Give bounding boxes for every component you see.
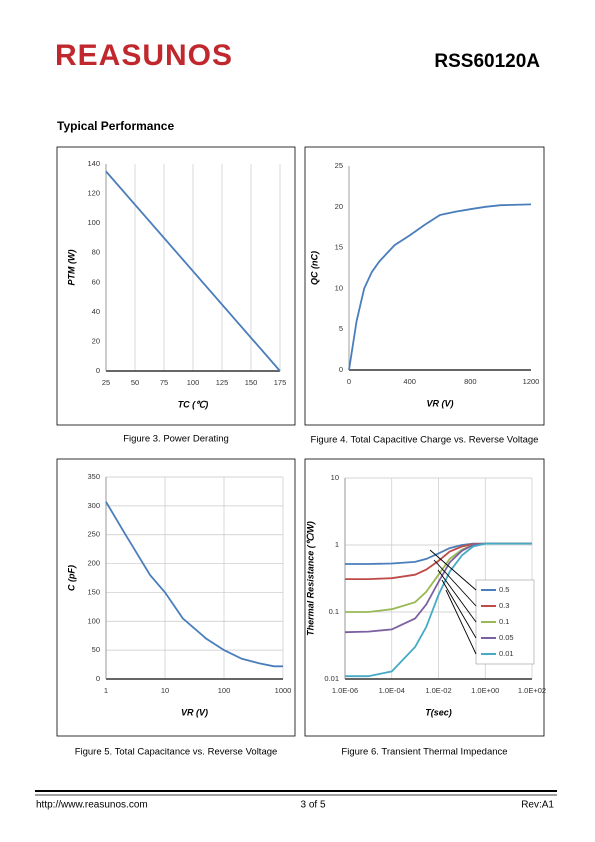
footer-page: 3 of 5	[300, 800, 325, 811]
x-tick-label: 1.0E-06	[332, 686, 358, 695]
pointer-line	[429, 549, 477, 591]
x-tick-label: 0	[347, 377, 351, 386]
y-tick-label: 0	[96, 674, 100, 683]
legend-label: 0.5	[499, 585, 509, 594]
y-tick-label: 150	[87, 587, 100, 596]
y-tick-label: 250	[87, 530, 100, 539]
y-axis-label: Thermal Resistance (℃/W)	[305, 521, 315, 636]
y-tick-label: 5	[339, 324, 343, 333]
data-line	[105, 501, 283, 668]
footer-url: http://www.reasunos.com	[36, 800, 148, 811]
x-tick-label: 175	[274, 378, 287, 387]
y-tick-label: 0	[339, 365, 343, 374]
x-tick-label: 50	[131, 378, 139, 387]
y-tick-label: 60	[92, 277, 100, 286]
x-tick-label: 25	[102, 378, 110, 387]
y-axis-label: QC (nC)	[309, 251, 319, 285]
y-tick-label: 350	[87, 472, 100, 481]
legend-label: 0.1	[499, 617, 509, 626]
y-tick-label: 50	[92, 645, 100, 654]
footer-rev: Rev:A1	[521, 800, 554, 811]
pointer-line	[445, 589, 477, 655]
chart-frame	[304, 146, 545, 426]
figure-caption: Figure 3. Power Derating	[123, 434, 229, 445]
x-tick-label: 1200	[523, 377, 540, 386]
part-number: RSS60120A	[434, 51, 540, 72]
y-tick-label: 10	[331, 473, 339, 482]
x-tick-label: 10	[161, 686, 169, 695]
x-tick-label: 1.0E-04	[379, 686, 405, 695]
pointer-line	[437, 569, 477, 623]
legend-label: 0.01	[499, 649, 514, 658]
chart-frame	[304, 458, 545, 737]
chart-frame	[56, 458, 296, 737]
figure-caption: Figure 4. Total Capacitive Charge vs. Re…	[311, 435, 539, 446]
x-tick-label: 125	[216, 378, 229, 387]
pointer-line	[441, 579, 477, 639]
x-axis-label: VR (V)	[427, 398, 454, 408]
x-tick-label: 150	[245, 378, 258, 387]
section-title: Typical Performance	[57, 119, 174, 133]
y-tick-label: 200	[87, 559, 100, 568]
y-tick-label: 20	[335, 202, 343, 211]
x-axis-label: TC (℃)	[178, 399, 209, 409]
y-tick-label: 100	[87, 616, 100, 625]
x-tick-label: 1	[104, 686, 108, 695]
y-tick-label: 80	[92, 248, 100, 257]
logo: REASUNOS	[55, 39, 233, 72]
y-tick-label: 20	[92, 336, 100, 345]
y-tick-label: 1	[335, 540, 339, 549]
y-tick-label: 120	[87, 189, 100, 198]
y-tick-label: 0.01	[324, 674, 339, 683]
x-tick-label: 75	[160, 378, 168, 387]
chart-frame	[56, 146, 296, 426]
pointer-line	[433, 559, 477, 607]
x-tick-label: 100	[187, 378, 200, 387]
x-tick-label: 1000	[275, 686, 292, 695]
legend-label: 0.3	[499, 601, 509, 610]
y-tick-label: 10	[335, 283, 343, 292]
y-tick-label: 300	[87, 501, 100, 510]
x-tick-label: 1.0E-02	[425, 686, 451, 695]
y-tick-label: 25	[335, 161, 343, 170]
figure-caption: Figure 5. Total Capacitance vs. Reverse …	[75, 747, 278, 758]
x-tick-label: 1.0E+02	[518, 686, 546, 695]
y-tick-label: 15	[335, 243, 343, 252]
data-line	[105, 170, 281, 372]
x-axis-label: T(sec)	[425, 707, 452, 717]
figure-caption: Figure 6. Transient Thermal Impedance	[341, 747, 507, 758]
x-tick-label: 800	[464, 377, 477, 386]
x-axis-label: VR (V)	[181, 707, 208, 717]
legend-label: 0.05	[499, 633, 514, 642]
y-axis-label: C (pF)	[66, 565, 76, 591]
y-tick-label: 100	[87, 218, 100, 227]
data-line	[348, 203, 532, 371]
y-tick-label: 0	[96, 366, 100, 375]
y-tick-label: 140	[87, 159, 100, 168]
x-tick-label: 1.0E+00	[471, 686, 499, 695]
y-tick-label: 40	[92, 307, 100, 316]
y-axis-label: PTM (W)	[66, 250, 76, 286]
x-tick-label: 100	[218, 686, 231, 695]
y-tick-label: 0.1	[329, 607, 339, 616]
x-tick-label: 400	[403, 377, 416, 386]
